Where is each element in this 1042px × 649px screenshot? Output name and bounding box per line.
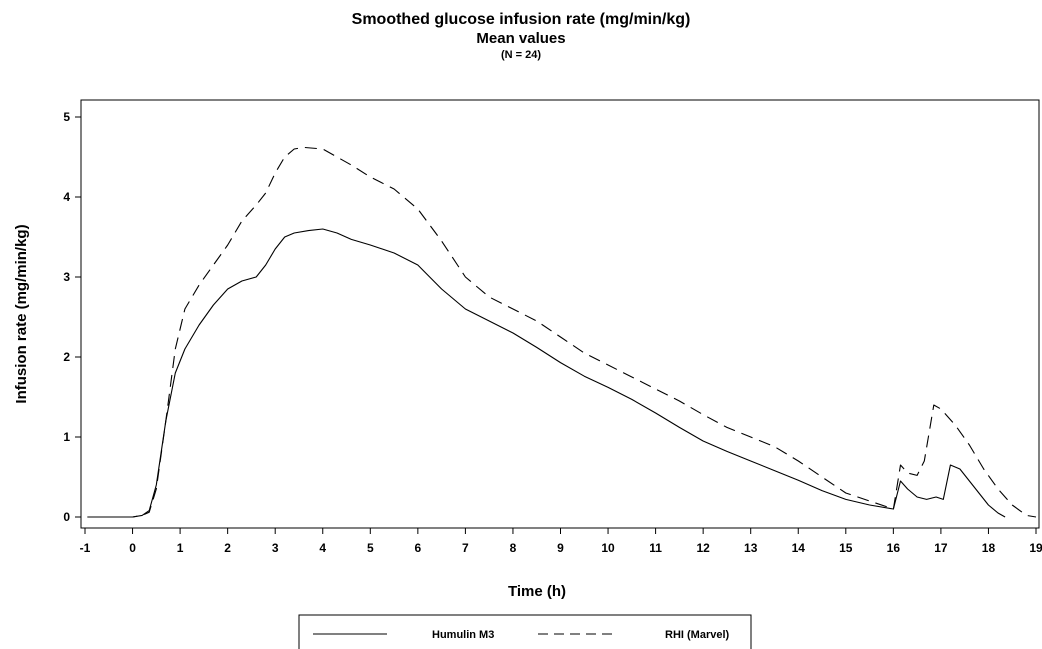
x-tick-label: 1 — [177, 541, 184, 555]
x-tick-label: 6 — [415, 541, 422, 555]
x-tick-label: 5 — [367, 541, 374, 555]
y-tick-label: 2 — [63, 350, 70, 364]
series-layer — [87, 146, 1037, 518]
x-axis: -1 0 1 2 3 4 5 6 7 8 9 10 11 12 13 14 15 16 17 18 19 — [80, 528, 1042, 555]
legend-label-rhi: RHI (Marvel) — [665, 629, 730, 641]
x-tick-label: 7 — [462, 541, 469, 555]
x-tick-label: -1 — [80, 541, 91, 555]
x-tick-label: 18 — [982, 541, 996, 555]
y-axis: 0 1 2 3 4 5 — [63, 110, 81, 524]
x-tick-label: 0 — [129, 541, 136, 555]
x-tick-label: 12 — [696, 541, 710, 555]
x-tick-label: 14 — [792, 541, 806, 555]
x-tick-label: 9 — [557, 541, 564, 555]
x-tick-label: 4 — [319, 541, 326, 555]
x-tick-label: 8 — [510, 541, 517, 555]
x-axis-label: Time (h) — [508, 583, 566, 600]
y-tick-label: 3 — [63, 270, 70, 284]
y-axis-label: Infusion rate (mg/min/kg) — [13, 224, 30, 403]
x-tick-label: 17 — [934, 541, 948, 555]
x-tick-label: 19 — [1029, 541, 1042, 555]
y-tick-label: 0 — [63, 510, 70, 524]
plot-frame — [80, 99, 1040, 529]
chart-note: (N = 24) — [500, 48, 542, 61]
x-tick-label: 10 — [601, 541, 615, 555]
series-line-rhi-marvel — [87, 146, 1037, 518]
legend-label-humulin: Humulin M3 — [432, 629, 494, 641]
legend-box — [298, 614, 752, 649]
x-tick-label: 11 — [649, 541, 662, 555]
x-tick-label: 16 — [887, 541, 901, 555]
y-tick-label: 5 — [63, 110, 70, 124]
chart-title: Smoothed glucose infusion rate (mg/min/k… — [351, 11, 691, 28]
x-tick-label: 3 — [272, 541, 279, 555]
x-tick-label: 15 — [839, 541, 853, 555]
chart-subtitle: Mean values — [476, 30, 566, 47]
x-tick-label: 13 — [744, 541, 758, 555]
y-tick-label: 4 — [63, 190, 70, 204]
series-line-humulin-m3 — [87, 228, 1006, 518]
title-block: Smoothed glucose infusion rate (mg/min/k… — [0, 10, 1042, 63]
y-tick-label: 1 — [63, 430, 70, 444]
legend: Humulin M3 RHI (Marvel) — [298, 614, 752, 649]
x-tick-label: 2 — [224, 541, 231, 555]
